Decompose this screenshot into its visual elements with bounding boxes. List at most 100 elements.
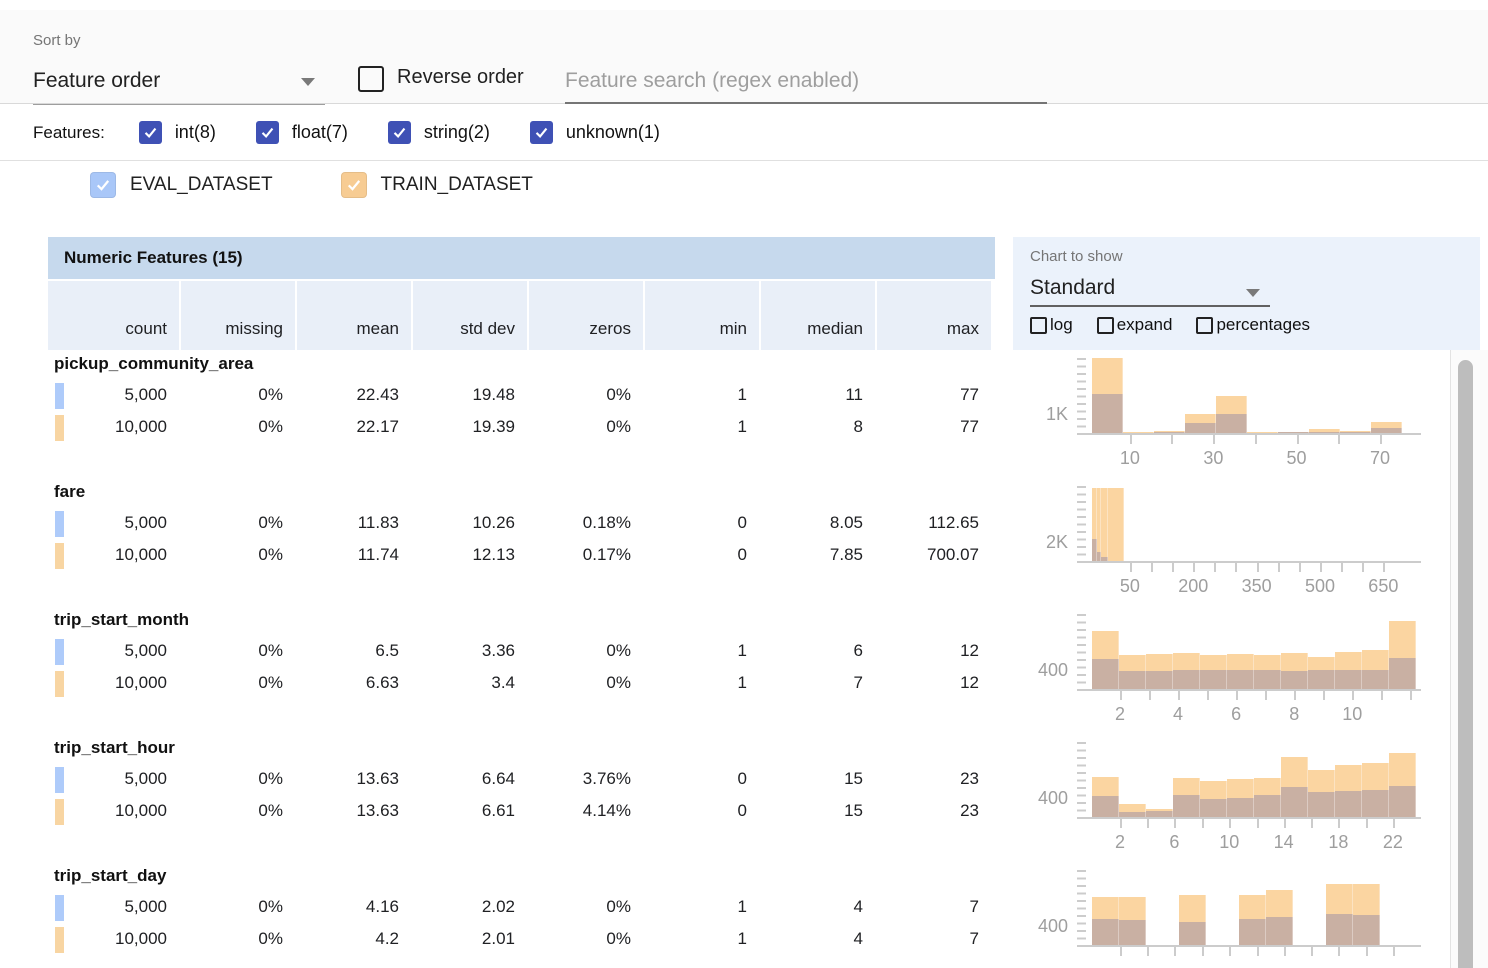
histogram-bar-overlap[interactable]	[1334, 670, 1362, 689]
histogram-bar-train[interactable]	[1371, 421, 1403, 433]
feature-histogram[interactable]: 400 2 6 10 14 18 22	[1030, 738, 1442, 862]
checkmark-icon	[96, 180, 110, 191]
checked-checkbox-icon[interactable]	[529, 121, 553, 144]
chart-type-dropdown[interactable]: Standard	[1030, 273, 1270, 307]
histogram-bar-overlap[interactable]	[1096, 552, 1102, 561]
histogram-bar-overlap[interactable]	[1145, 671, 1173, 689]
dataset-checkbox-icon[interactable]	[90, 172, 116, 198]
checked-checkbox-icon[interactable]	[387, 121, 411, 144]
histogram-bar-train[interactable]	[1340, 431, 1372, 433]
histogram-bar-overlap[interactable]	[1239, 918, 1267, 945]
feature-search-input[interactable]	[565, 60, 1047, 104]
feature-type-filter-label[interactable]: float(7)	[291, 122, 348, 142]
reverse-order-checkbox[interactable]	[358, 66, 384, 92]
histogram-bar-overlap[interactable]	[1280, 787, 1308, 817]
dataset-checkbox-icon[interactable]	[340, 172, 367, 198]
checked-checkbox-icon[interactable]	[255, 121, 279, 144]
train-color-swatch	[55, 799, 64, 825]
histogram-bar-train[interactable]	[1122, 432, 1154, 433]
stat-value: 19.39	[472, 417, 515, 436]
histogram-bar-overlap[interactable]	[1145, 811, 1173, 817]
histogram-bar-overlap[interactable]	[1278, 432, 1310, 433]
feature-histogram[interactable]: 400 2 4 6 8 10	[1030, 610, 1442, 734]
histogram-plot[interactable]	[1086, 486, 1416, 561]
dataset-toggle[interactable]: TRAIN_DATASET	[340, 172, 533, 198]
histogram-bar-overlap[interactable]	[1309, 431, 1341, 433]
histogram-bar-overlap[interactable]	[1091, 918, 1119, 945]
histogram-bar-overlap[interactable]	[1199, 799, 1227, 817]
dataset-toggle[interactable]: EVAL_DATASET	[90, 172, 273, 198]
histogram-bar-overlap[interactable]	[1326, 913, 1354, 945]
histogram-bar-overlap[interactable]	[1266, 917, 1294, 945]
feature-histogram[interactable]: 2K 50 200 350 500 650	[1030, 482, 1442, 606]
feature-type-filter-label[interactable]: int(8)	[174, 122, 216, 142]
vertical-scrollbar-thumb[interactable]	[1458, 360, 1473, 968]
histogram-bar-overlap[interactable]	[1253, 670, 1281, 689]
histogram-bar-overlap[interactable]	[1307, 670, 1335, 689]
histogram-bar-overlap[interactable]	[1361, 669, 1389, 689]
histogram-bar-train[interactable]	[1101, 488, 1108, 561]
chart-option[interactable]: log	[1030, 315, 1073, 335]
x-axis-tick	[1172, 563, 1175, 572]
histogram-bar-overlap[interactable]	[1118, 671, 1146, 689]
x-axis-tick	[1311, 947, 1314, 956]
stat-value: 1	[737, 929, 747, 948]
histogram-bar-overlap[interactable]	[1091, 796, 1119, 817]
feature-type-filter-label[interactable]: string(2)	[423, 122, 490, 142]
histogram-plot[interactable]	[1086, 614, 1416, 689]
histogram-bar-overlap[interactable]	[1153, 431, 1185, 433]
histogram-bar-overlap[interactable]	[1179, 921, 1207, 945]
feature-histogram[interactable]: 400	[1030, 866, 1442, 968]
feature-type-filter[interactable]: string(2)	[387, 121, 490, 144]
checked-checkbox-icon[interactable]	[138, 121, 162, 144]
histogram-bar-overlap[interactable]	[1091, 659, 1119, 689]
histogram-bar-overlap[interactable]	[1091, 394, 1123, 433]
histogram-bar-overlap[interactable]	[1353, 915, 1381, 945]
sort-by-dropdown[interactable]: Feature order	[33, 62, 325, 106]
histogram-bar-overlap[interactable]	[1119, 919, 1147, 945]
histogram-bar-overlap[interactable]	[1172, 670, 1200, 689]
histogram-bar-overlap[interactable]	[1226, 797, 1254, 817]
histogram-plot[interactable]	[1086, 742, 1416, 817]
histogram-bar-train[interactable]	[1309, 429, 1341, 433]
stat-value: 6.5	[375, 641, 399, 660]
histogram-bar-overlap[interactable]	[1334, 790, 1362, 817]
histogram-bar-train[interactable]	[1247, 432, 1279, 433]
feature-type-filter[interactable]: float(7)	[255, 121, 348, 144]
chart-option[interactable]: expand	[1096, 315, 1172, 335]
feature-type-filter[interactable]: int(8)	[138, 121, 216, 144]
histogram-bar-train[interactable]	[1278, 431, 1310, 433]
feature-type-filter[interactable]: unknown(1)	[529, 121, 660, 144]
histogram-bar-overlap[interactable]	[1361, 790, 1389, 817]
chart-option-checkbox[interactable]	[1196, 316, 1214, 334]
histogram-bar-overlap[interactable]	[1388, 658, 1416, 689]
histogram-plot[interactable]	[1086, 358, 1416, 433]
histogram-bar-overlap[interactable]	[1280, 671, 1308, 689]
histogram-bar-overlap[interactable]	[1340, 432, 1372, 433]
histogram-bar-overlap[interactable]	[1185, 423, 1217, 433]
histogram-bar-overlap[interactable]	[1371, 427, 1403, 433]
histogram-bar-overlap[interactable]	[1118, 811, 1146, 817]
x-axis-tick	[1365, 947, 1368, 956]
histogram-plot[interactable]	[1086, 870, 1416, 945]
histogram-bar-overlap[interactable]	[1216, 414, 1248, 433]
histogram-bar-overlap[interactable]	[1307, 792, 1335, 817]
histogram-bar-overlap[interactable]	[1091, 538, 1097, 561]
histogram-bar-overlap[interactable]	[1388, 785, 1416, 817]
feature-histogram[interactable]: 1K 10 30 50 70	[1030, 354, 1442, 478]
histogram-bar-overlap[interactable]	[1253, 794, 1281, 817]
feature-type-filter-label[interactable]: unknown(1)	[565, 122, 660, 142]
histogram-bar-train[interactable]	[1091, 488, 1097, 561]
chart-option-checkbox[interactable]	[1030, 316, 1047, 334]
histogram-bar-overlap[interactable]	[1172, 794, 1200, 817]
vertical-scrollbar-track[interactable]	[1450, 350, 1488, 968]
chart-option-checkbox[interactable]	[1096, 316, 1114, 334]
histogram-bar-train[interactable]	[1107, 488, 1124, 561]
histogram-bar-overlap[interactable]	[1101, 557, 1108, 561]
x-axis-tick	[1323, 691, 1326, 700]
histogram-bar-train[interactable]	[1096, 488, 1102, 561]
histogram-bar-overlap[interactable]	[1226, 669, 1254, 689]
chart-option[interactable]: percentages	[1196, 315, 1310, 335]
histogram-bar-overlap[interactable]	[1199, 669, 1227, 689]
